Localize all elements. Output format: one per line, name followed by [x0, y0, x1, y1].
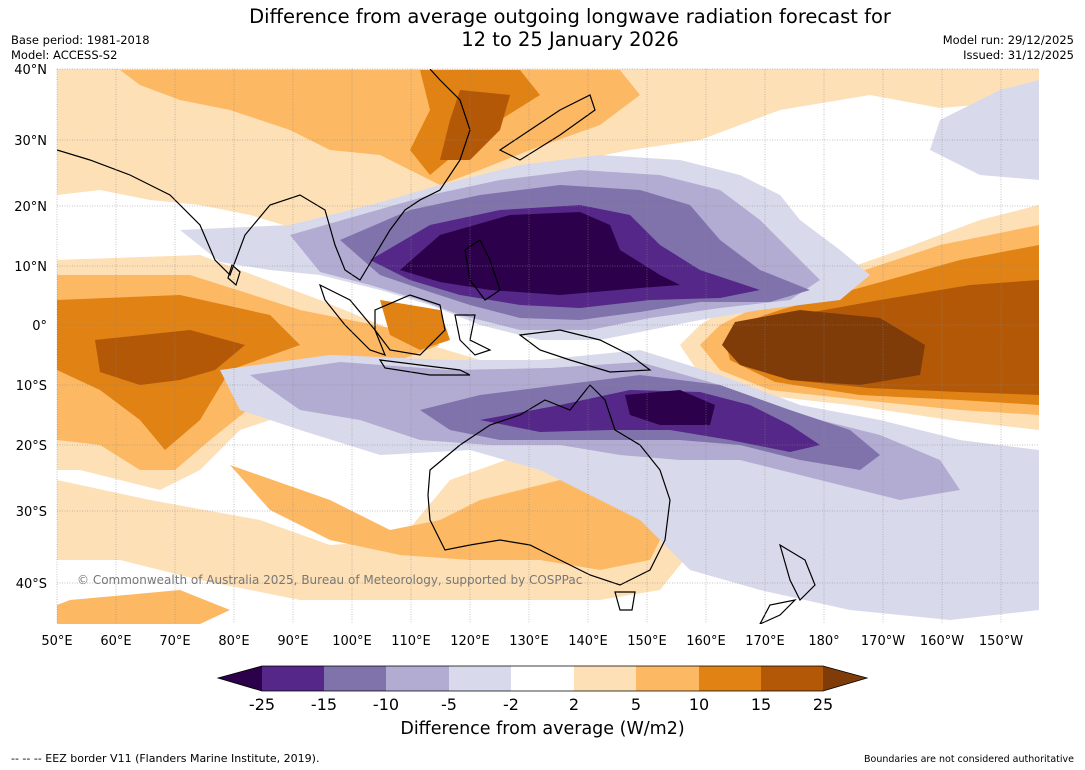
- coast-australia: [427, 384, 671, 586]
- lat-label: 20°S: [16, 439, 47, 454]
- colorbar-tick-label: -10: [373, 695, 399, 714]
- colorbar-tick-label: -15: [311, 695, 337, 714]
- map-title-line1: Difference from average outgoing longwav…: [249, 5, 891, 28]
- lon-label: 150°E: [627, 634, 667, 649]
- anom-pos15-north: [440, 90, 510, 160]
- lat-label: 0°: [32, 319, 47, 334]
- latitude-labels: 40°N 30°N 20°N 10°N 0° 10°S 20°S 30°S 40…: [14, 63, 47, 592]
- copyright-notice: © Commonwealth of Australia 2025, Bureau…: [77, 573, 583, 587]
- model-run: Model run: 29/12/2025: [942, 33, 1074, 47]
- colorbar-bin: [262, 666, 324, 691]
- colorbar-bin: [511, 666, 574, 691]
- lat-label: 40°S: [16, 577, 47, 592]
- lat-label: 20°N: [14, 200, 47, 215]
- anom-pos5-southwest: [57, 590, 230, 624]
- map-title-line2: 12 to 25 January 2026: [461, 28, 679, 51]
- lon-label: 160°E: [686, 634, 726, 649]
- colorbar-tick-label: 25: [813, 695, 833, 714]
- colorbar-bin: [386, 666, 449, 691]
- coast-india-sri-lanka: [227, 263, 241, 287]
- colorbar-under-arrow: [218, 666, 262, 691]
- lon-label: 150°W: [979, 634, 1023, 649]
- anom-pos15-indian: [95, 330, 245, 385]
- lon-label: 130°E: [509, 634, 549, 649]
- lon-label: 50°E: [41, 634, 72, 649]
- colorbar-tick-label: -25: [249, 695, 275, 714]
- colorbar-tick-label: -5: [441, 695, 457, 714]
- colorbar-bin: [449, 666, 511, 691]
- colorbar-bin: [699, 666, 761, 691]
- colorbar: -25 -15 -10 -5 -2 2 5 10 15 25: [216, 665, 869, 714]
- colorbar-outline: [216, 665, 869, 692]
- boundaries-disclaimer: Boundaries are not considered authoritat…: [864, 754, 1074, 765]
- eez-border-note: -- -- -- EEZ border V11 (Flanders Marine…: [11, 752, 320, 765]
- longitude-labels: 50°E 60°E 70°E 80°E 90°E 100°E 110°E 120…: [41, 634, 1023, 649]
- colorbar-tick-label: 15: [751, 695, 771, 714]
- colorbar-tick-label: 2: [569, 695, 579, 714]
- lat-label: 10°N: [14, 260, 47, 275]
- base-period: Base period: 1981-2018: [11, 33, 150, 47]
- coast-new-guinea: [518, 329, 652, 373]
- colorbar-bin: [761, 666, 823, 691]
- lon-label: 140°E: [568, 634, 608, 649]
- coast-sumatra: [318, 283, 387, 356]
- graticule: [56, 68, 1039, 624]
- lon-label: 80°E: [218, 634, 249, 649]
- lat-label: 30°S: [16, 505, 47, 520]
- colorbar-tick-label: 10: [689, 695, 709, 714]
- lon-label: 180°: [808, 634, 839, 649]
- colorbar-tick-label: -2: [503, 695, 519, 714]
- lon-label: 170°E: [745, 634, 785, 649]
- colorbar-title: Difference from average (W/m2): [400, 719, 685, 739]
- anom-neg25-aus: [625, 390, 715, 425]
- lon-label: 70°E: [159, 634, 190, 649]
- coast-borneo: [374, 294, 446, 356]
- lon-label: 160°W: [920, 634, 964, 649]
- issued-date: Issued: 31/12/2025: [963, 48, 1074, 62]
- colorbar-over-arrow: [823, 666, 867, 691]
- lon-label: 170°W: [861, 634, 905, 649]
- colorbar-bin: [324, 666, 386, 691]
- lat-label: 10°S: [16, 379, 47, 394]
- model-name: Model: ACCESS-S2: [11, 48, 118, 62]
- lon-label: 120°E: [450, 634, 490, 649]
- colorbar-tick-label: 5: [631, 695, 641, 714]
- anom-pos5-south: [230, 465, 670, 570]
- lon-label: 110°E: [391, 634, 431, 649]
- lon-label: 90°E: [277, 634, 308, 649]
- anom-pos25-pacific: [722, 310, 925, 385]
- colorbar-bin: [636, 666, 699, 691]
- coast-new-zealand: [759, 543, 816, 624]
- anomaly-field: [57, 69, 1039, 624]
- coast-asia: [57, 69, 471, 281]
- coast-tasmania: [614, 591, 636, 611]
- lat-label: 30°N: [14, 134, 47, 149]
- colorbar-bin: [574, 666, 636, 691]
- lat-label: 40°N: [14, 63, 47, 78]
- lon-label: 60°E: [100, 634, 131, 649]
- coast-japan: [498, 94, 596, 161]
- anom-neg2-northeast: [930, 80, 1039, 180]
- lon-label: 100°E: [332, 634, 372, 649]
- coast-sulawesi: [454, 314, 492, 356]
